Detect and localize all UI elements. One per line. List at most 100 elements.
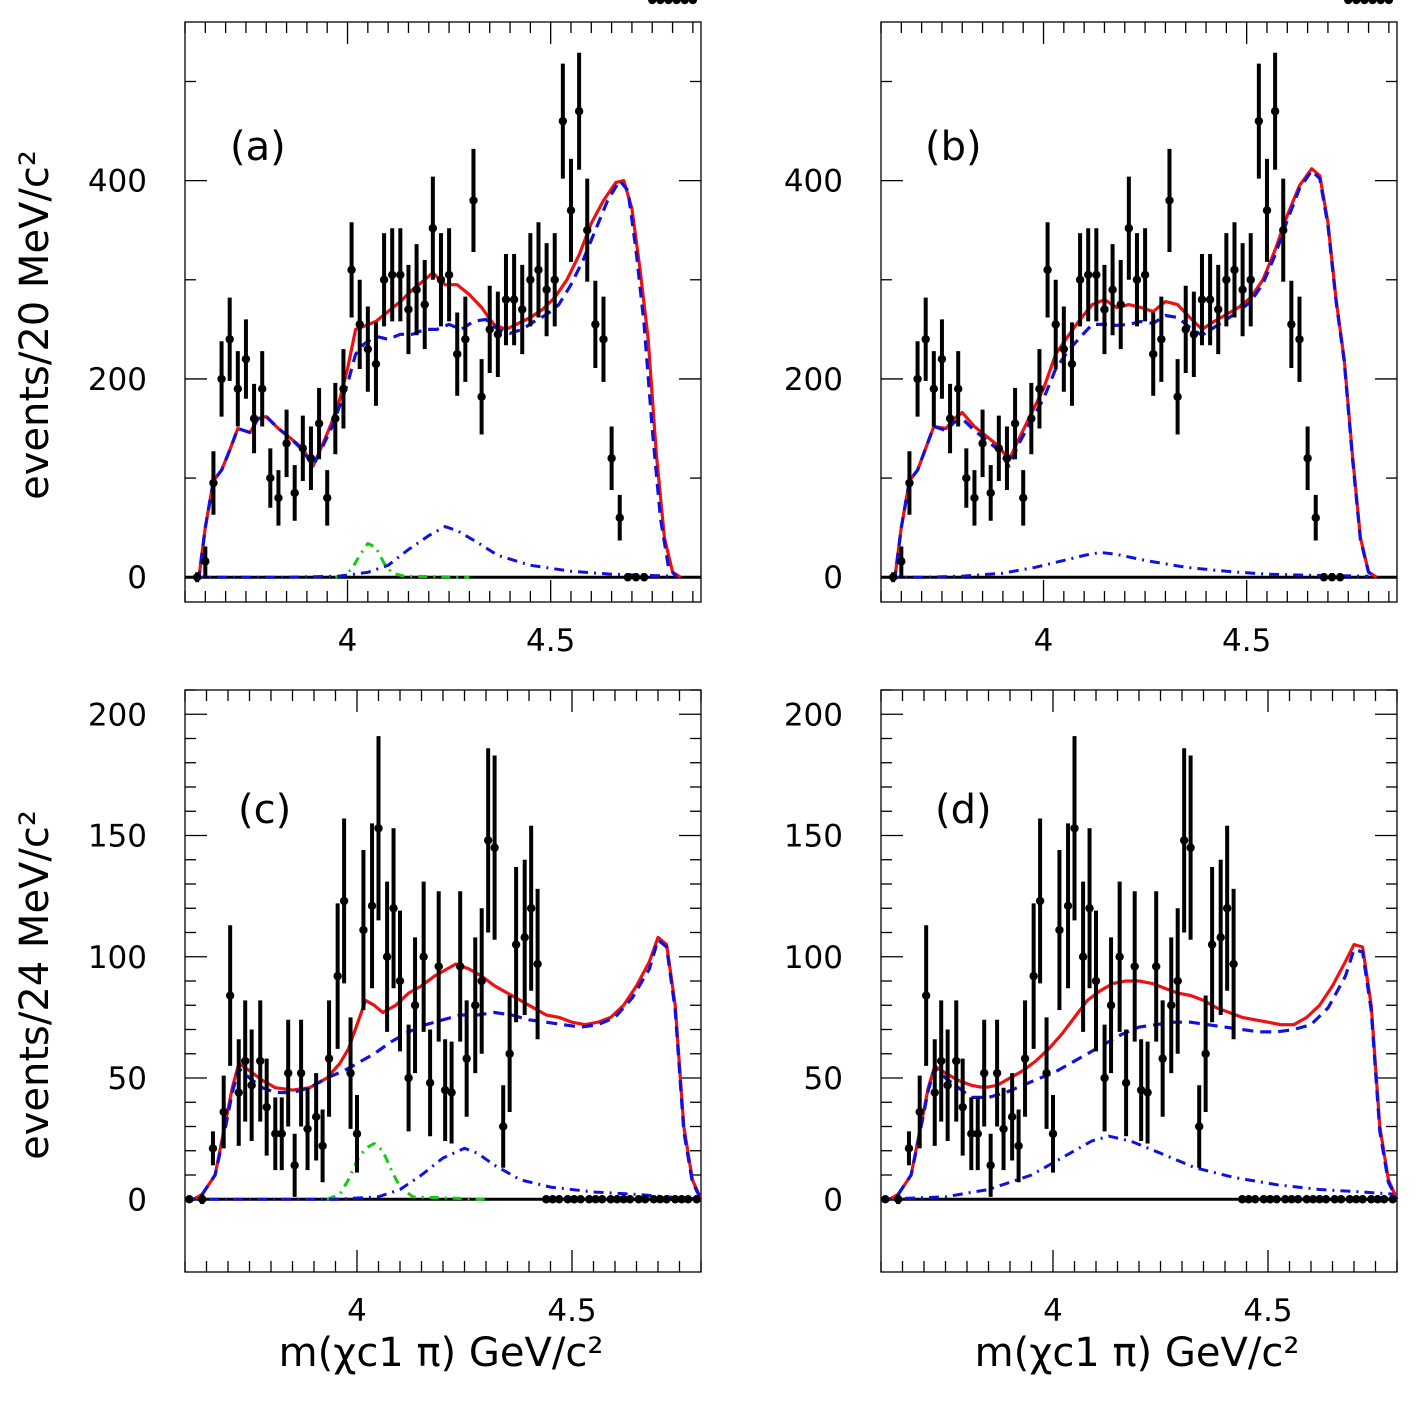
data-point: [1207, 940, 1217, 949]
data-point: [683, 1195, 693, 1204]
data-point: [569, 1195, 579, 1204]
data-point: [1279, 226, 1288, 235]
data-point: [1085, 904, 1094, 913]
data-point: [1189, 330, 1199, 339]
data-point: [550, 275, 559, 284]
data-point: [591, 320, 600, 329]
data-point: [331, 414, 340, 423]
data-point: [1070, 824, 1079, 833]
background-curve: [881, 947, 1399, 1201]
data-point: [440, 1085, 450, 1095]
data-point: [999, 1124, 1008, 1134]
data-point: [1373, 1195, 1382, 1204]
data-point: [461, 335, 470, 344]
y-axis-label-top: events/20 MeV/c²: [12, 150, 58, 500]
data-point: [428, 224, 438, 233]
data-point: [1205, 295, 1215, 304]
data-point: [881, 1195, 890, 1204]
y-tick-label: 150: [88, 819, 147, 855]
data-point: [501, 295, 511, 304]
data-point: [671, 1195, 680, 1204]
data-point: [208, 1144, 218, 1153]
total-fit-curve: [192, 179, 682, 579]
data-point: [355, 320, 364, 329]
data-point: [1043, 265, 1052, 275]
data-point: [688, 0, 698, 5]
data-point: [1149, 349, 1158, 359]
data-point: [1287, 320, 1296, 329]
data-point: [1197, 295, 1207, 304]
x-tick-label: 4.5: [547, 1293, 596, 1329]
data-point: [566, 206, 576, 215]
data-point: [656, 0, 665, 5]
data-point: [262, 1102, 271, 1112]
data-point: [1179, 836, 1189, 845]
data-point: [388, 270, 397, 280]
data-point: [585, 1195, 594, 1204]
x-tick-label: 4.5: [1222, 623, 1271, 659]
data-point: [945, 414, 955, 423]
data-point: [1014, 1141, 1023, 1151]
data-point: [1136, 1085, 1146, 1095]
data-point: [490, 843, 499, 852]
data-point: [274, 493, 283, 503]
data-point: [1388, 1195, 1397, 1204]
data-point: [241, 354, 251, 364]
data-point: [257, 384, 267, 394]
x-tick-label: 4: [1043, 1293, 1063, 1329]
data-point: [625, 1195, 635, 1204]
data-point: [655, 1195, 665, 1204]
data-point: [277, 1129, 286, 1138]
data-point: [520, 933, 529, 942]
data-point: [201, 557, 210, 566]
x-tick-label: 4: [1034, 623, 1054, 659]
data-point: [1327, 573, 1337, 582]
data-point: [1106, 1001, 1116, 1010]
data-point: [396, 270, 405, 280]
data-point: [290, 488, 299, 498]
data-point: [967, 1129, 976, 1138]
background-curve: [185, 938, 703, 1201]
data-point: [994, 444, 1004, 453]
data-point: [591, 1195, 600, 1204]
data-point: [980, 1068, 989, 1078]
data-point: [563, 1195, 572, 1204]
data-point: [1027, 414, 1036, 423]
data-point: [680, 0, 689, 5]
data-point: [346, 1068, 355, 1078]
data-point: [943, 1081, 952, 1090]
data-point: [382, 952, 392, 961]
data-point: [347, 265, 356, 275]
data-point: [367, 901, 377, 911]
y-tick-label: 200: [88, 362, 147, 398]
data-point: [986, 1161, 995, 1170]
data-point: [389, 904, 398, 913]
x-tick-label: 4: [338, 623, 358, 659]
data-point: [1272, 1195, 1281, 1204]
data-point: [225, 991, 235, 1000]
chart-panel-3: 0 50 100 150 200 4 4.5 (d): [784, 689, 1399, 1329]
data-point: [1308, 1195, 1318, 1204]
y-tick-label: 100: [88, 940, 147, 976]
data-point: [639, 573, 649, 582]
data-point: [1254, 116, 1264, 126]
data-point: [1250, 1195, 1260, 1204]
data-point: [929, 384, 939, 394]
data-point: [1201, 1049, 1210, 1058]
data-point: [363, 344, 373, 354]
data-point: [324, 1054, 334, 1063]
data-point: [290, 1161, 299, 1170]
data-point: [1051, 320, 1060, 329]
data-point: [1158, 1054, 1167, 1063]
data-point: [1029, 971, 1038, 981]
data-point: [1336, 1195, 1346, 1204]
data-point: [1244, 1195, 1253, 1204]
data-point: [677, 1195, 686, 1204]
data-point: [1319, 573, 1329, 582]
data-point: [921, 335, 930, 344]
y-tick-label: 0: [127, 560, 147, 596]
data-point: [1293, 1195, 1303, 1204]
data-point: [198, 1195, 207, 1204]
data-point: [1379, 1195, 1389, 1204]
data-point: [558, 116, 568, 126]
